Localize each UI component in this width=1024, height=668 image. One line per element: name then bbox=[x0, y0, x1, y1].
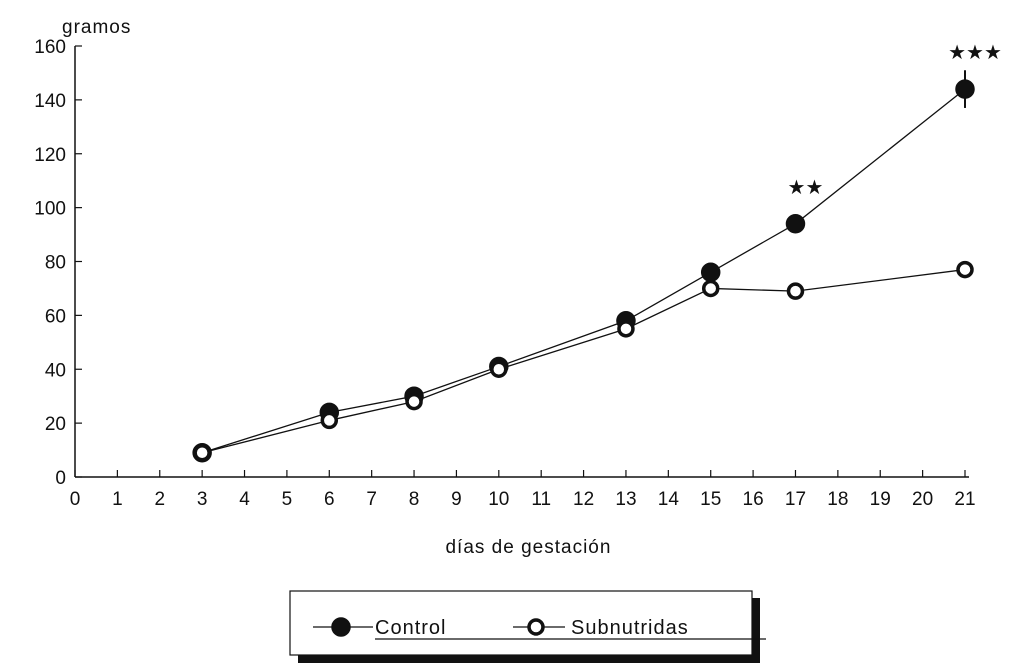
y-tick-label: 160 bbox=[34, 37, 66, 58]
annotations: ★★★★★ bbox=[788, 40, 1002, 199]
x-tick-label: 18 bbox=[827, 489, 848, 510]
y-tick-label: 140 bbox=[34, 91, 66, 112]
y-tick-label: 100 bbox=[34, 199, 66, 220]
series-layer bbox=[192, 70, 975, 463]
x-tick-label: 12 bbox=[573, 489, 594, 510]
x-tick-label: 10 bbox=[488, 489, 509, 510]
series-line-control bbox=[201, 88, 966, 454]
y-tick-label: 120 bbox=[34, 145, 66, 166]
x-tick-label: 1 bbox=[112, 489, 123, 510]
x-tick-label: 7 bbox=[366, 489, 377, 510]
legend-control-marker bbox=[331, 617, 351, 637]
significance-annotation: ★★★ bbox=[948, 40, 1002, 64]
legend: Control Subnutridas bbox=[289, 590, 766, 663]
x-axis-label: días de gestación bbox=[445, 537, 611, 558]
x-tick-label: 8 bbox=[409, 489, 420, 510]
x-axis-ticks: 0 1 2 3 4 5 6 7 8 9 10 11 12 13 14 15 16 17 18 19 20 21 bbox=[70, 470, 976, 510]
x-tick-label: 2 bbox=[154, 489, 165, 510]
legend-label-control: Control bbox=[375, 617, 446, 639]
data-point-subnutridas bbox=[320, 411, 339, 430]
x-tick-label: 19 bbox=[870, 489, 891, 510]
y-axis-label: gramos bbox=[62, 17, 131, 38]
data-point-subnutridas bbox=[786, 282, 805, 300]
legend-shadow-bottom bbox=[298, 655, 760, 663]
data-point-control bbox=[785, 214, 806, 234]
axes bbox=[74, 46, 969, 478]
x-tick-label: 5 bbox=[282, 489, 293, 510]
y-tick-label: 0 bbox=[55, 468, 66, 489]
x-tick-label: 15 bbox=[700, 489, 721, 510]
x-tick-label: 14 bbox=[658, 489, 680, 510]
y-tick-label: 40 bbox=[45, 360, 66, 381]
y-axis-ticks: 0 20 40 60 80 100 120 140 160 bbox=[34, 37, 82, 489]
x-tick-label: 3 bbox=[197, 489, 208, 510]
legend-subnutridas-marker bbox=[527, 618, 545, 636]
data-point-subnutridas bbox=[956, 260, 974, 279]
legend-shadow-right bbox=[752, 598, 760, 663]
y-tick-label: 80 bbox=[45, 253, 66, 274]
x-tick-label: 20 bbox=[912, 489, 933, 510]
significance-annotation: ★★ bbox=[788, 175, 824, 199]
x-tick-label: 6 bbox=[324, 489, 335, 510]
data-point-subnutridas bbox=[490, 360, 508, 378]
legend-box bbox=[289, 590, 753, 656]
x-tick-label: 13 bbox=[615, 489, 636, 510]
x-tick-label: 21 bbox=[954, 489, 975, 510]
x-tick-label: 11 bbox=[531, 489, 551, 510]
y-tick-label: 20 bbox=[45, 414, 66, 435]
x-tick-label: 9 bbox=[451, 489, 462, 510]
data-point-subnutridas bbox=[405, 392, 423, 411]
data-point-subnutridas bbox=[617, 320, 635, 338]
data-point-subnutridas bbox=[193, 444, 211, 462]
y-tick-label: 60 bbox=[45, 306, 66, 327]
data-point-control bbox=[700, 262, 721, 283]
data-point-subnutridas bbox=[701, 279, 720, 298]
x-tick-label: 0 bbox=[70, 489, 81, 510]
x-tick-label: 17 bbox=[785, 489, 806, 510]
x-tick-label: 16 bbox=[743, 489, 764, 510]
legend-label-subnutridas: Subnutridas bbox=[571, 617, 689, 639]
x-tick-label: 4 bbox=[239, 489, 250, 510]
series-line-subnutridas bbox=[201, 268, 966, 454]
